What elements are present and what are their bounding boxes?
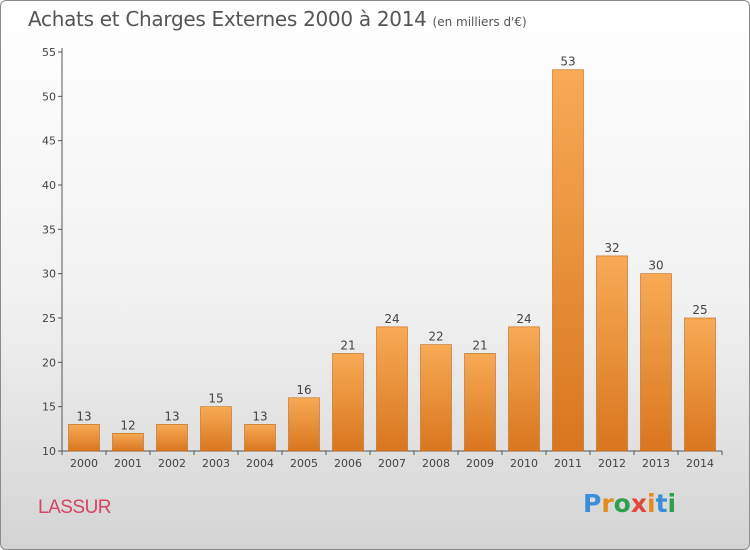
x-tick-label: 2010: [510, 457, 538, 470]
data-labels: 13 12 13 15 13 16 21 24 22 21 24 53 32 30 25: [76, 55, 707, 433]
logo-letter: P: [583, 489, 602, 518]
x-tick-label: 2007: [378, 457, 406, 470]
chart-title-main: Achats et Charges Externes 2000 à 2014: [28, 7, 427, 31]
x-tick-label: 2000: [70, 457, 98, 470]
bar-value-label: 30: [648, 259, 663, 273]
x-tick-label: 2004: [246, 457, 274, 470]
x-tick-label: 2012: [598, 457, 626, 470]
x-tick-label: 2014: [686, 457, 714, 470]
x-tick-label: 2011: [554, 457, 582, 470]
bar-value-label: 25: [692, 303, 707, 317]
bar: [156, 424, 188, 452]
bar-value-label: 24: [384, 312, 399, 326]
y-tick-label: 40: [42, 179, 56, 192]
y-tick-label: 25: [42, 312, 56, 325]
bar-value-label: 22: [428, 330, 443, 344]
bar: [552, 69, 584, 452]
x-tick-label: 2003: [202, 457, 230, 470]
chart-title: Achats et Charges Externes 2000 à 2014 (e…: [28, 7, 527, 31]
x-tick-label: 2013: [642, 457, 670, 470]
logo-letter: x: [630, 489, 647, 518]
y-tick-label: 45: [42, 135, 56, 148]
y-tick-label: 55: [42, 46, 56, 59]
bar: [464, 353, 496, 452]
axes: 10 15 20 25 30 35 40 45 50 55 2000 2001 2002 2003 2004…: [42, 46, 723, 470]
bar-value-label: 13: [252, 409, 267, 423]
x-tick-label: 2006: [334, 457, 362, 470]
bar-value-label: 13: [164, 409, 179, 423]
y-tick-label: 15: [42, 401, 56, 414]
bar-value-label: 13: [76, 409, 91, 423]
y-tick-label: 30: [42, 268, 56, 281]
bar: [112, 432, 144, 452]
bar-value-label: 53: [560, 55, 575, 69]
bar-value-label: 21: [472, 338, 487, 352]
logo-letter: i: [647, 489, 656, 518]
bar: [288, 397, 320, 452]
chart-title-unit: (en milliers d'€): [432, 15, 527, 29]
logo-letter: o: [613, 489, 631, 518]
proxiti-logo: Proxiti: [583, 489, 676, 518]
y-tick-label: 10: [42, 445, 56, 458]
bar: [420, 344, 452, 452]
bar-value-label: 12: [120, 418, 135, 432]
bars: [68, 69, 716, 452]
x-tick-label: 2001: [114, 457, 142, 470]
bar: [640, 273, 672, 452]
bar: [68, 424, 100, 452]
commune-name: LASSUR: [38, 497, 112, 518]
bar: [508, 326, 540, 452]
bar-value-label: 16: [296, 383, 311, 397]
x-tick-label: 2005: [290, 457, 318, 470]
bar: [596, 255, 628, 452]
bar: [332, 353, 364, 452]
y-tick-label: 20: [42, 356, 56, 369]
x-tick-label: 2002: [158, 457, 186, 470]
x-tick-label: 2009: [466, 457, 494, 470]
y-tick-label: 35: [42, 223, 56, 236]
bar-value-label: 24: [516, 312, 531, 326]
bar: [376, 326, 408, 452]
bar: [684, 317, 716, 452]
x-tick-label: 2008: [422, 457, 450, 470]
bar-value-label: 21: [340, 338, 355, 352]
bar-value-label: 32: [604, 241, 619, 255]
logo-letter: t: [655, 489, 668, 518]
y-tick-label: 50: [42, 90, 56, 103]
logo-letter: r: [601, 489, 614, 518]
bar: [244, 424, 276, 452]
bar-value-label: 15: [208, 392, 223, 406]
logo-letter: i: [667, 489, 677, 518]
bar: [200, 406, 232, 452]
